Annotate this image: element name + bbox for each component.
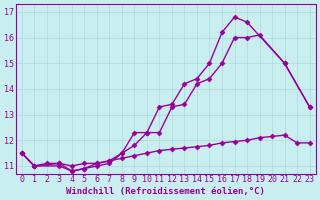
X-axis label: Windchill (Refroidissement éolien,°C): Windchill (Refroidissement éolien,°C)	[66, 187, 265, 196]
